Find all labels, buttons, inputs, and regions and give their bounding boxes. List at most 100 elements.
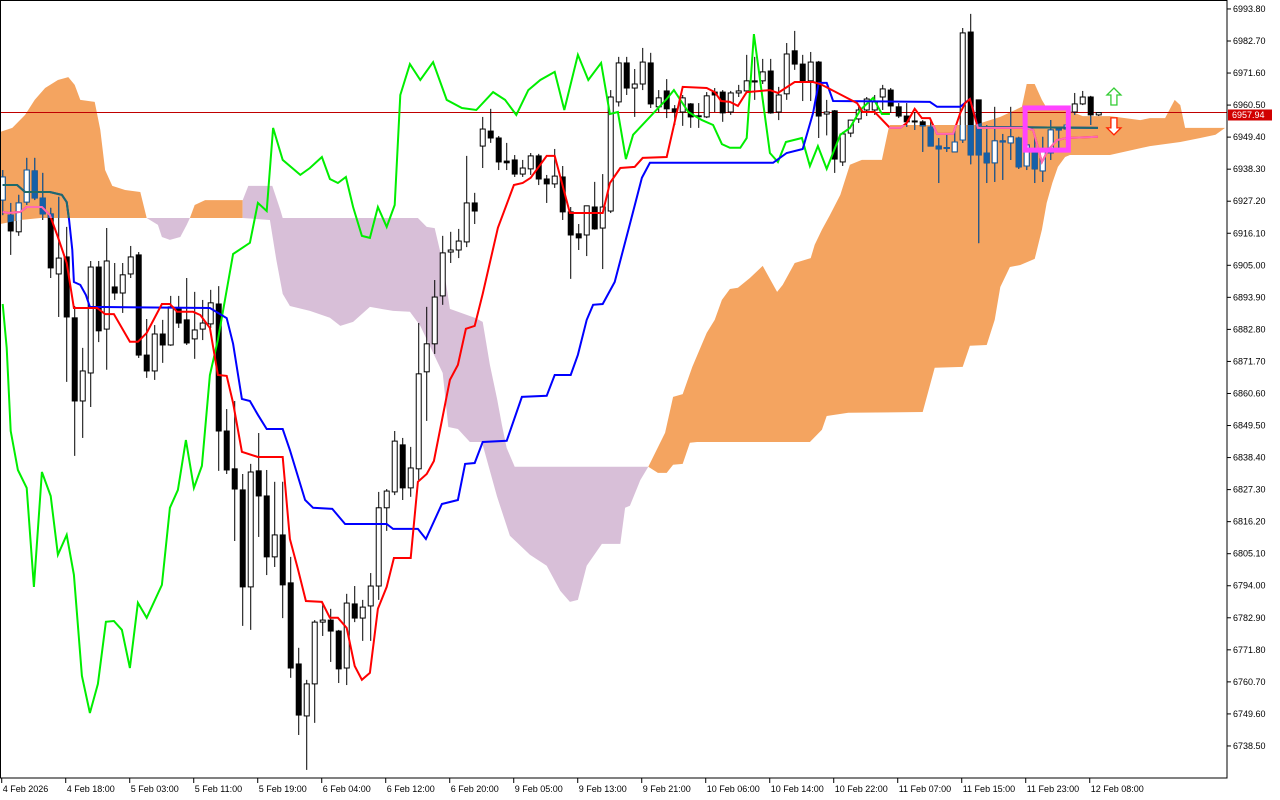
candle-body-bearish (71, 317, 78, 402)
candle-body-bearish (543, 178, 550, 185)
time-axis[interactable]: 4 Feb 2026 4 Feb 18:00 5 Feb 03:00 5 Feb 11… (1, 778, 1144, 794)
candle-body-bearish (111, 286, 118, 294)
price-tick-label: 6860.60 (1233, 388, 1266, 398)
candle-body-bullish (439, 252, 446, 297)
candle-body-bullish (319, 619, 326, 623)
candle (375, 491, 382, 600)
candle (791, 30, 798, 70)
candle (831, 109, 838, 173)
candle-body-bearish (399, 444, 406, 489)
price-tick-label: 6949.40 (1233, 132, 1266, 142)
candle (103, 228, 110, 370)
time-tick-label: 6 Feb 12:00 (387, 784, 435, 794)
candle-body-bullish (631, 83, 638, 89)
candle (575, 224, 582, 250)
price-axis[interactable]: 6993.80 6982.70 6971.60 6960.50 6949.40 6938.… (1227, 4, 1266, 751)
time-tick-label: 10 Feb 22:00 (835, 784, 888, 794)
kijun-sen-line (2, 81, 1098, 541)
candle-body-bearish (575, 233, 582, 239)
candle (279, 481, 286, 619)
price-tick-label: 6960.50 (1233, 100, 1266, 110)
candle-body-bearish (1031, 149, 1038, 170)
candlesticks (0, 13, 1102, 770)
candle-body-bearish (495, 137, 502, 163)
candle (295, 647, 302, 735)
candle-body-bullish (583, 205, 590, 236)
candle-body-bearish (751, 80, 758, 83)
candle (807, 51, 814, 102)
candle-body-bearish (719, 91, 726, 114)
candle-body-bullish (615, 62, 622, 103)
candle (423, 306, 430, 421)
price-tick-label: 6849.50 (1233, 421, 1266, 431)
price-tick-label: 6971.60 (1233, 68, 1266, 78)
price-tick-label: 6993.80 (1233, 4, 1266, 14)
kumo-bullish-region (189, 200, 243, 218)
candle-body-bullish (55, 257, 62, 275)
candle-body-bullish (423, 343, 430, 373)
price-tick-label: 6805.10 (1233, 549, 1266, 559)
chart-objects[interactable] (1022, 87, 1123, 153)
plot-area[interactable] (0, 13, 1227, 770)
sell-arrow-down-icon[interactable] (1105, 117, 1123, 136)
candle (119, 262, 126, 313)
candle (311, 620, 318, 723)
candle-body-bullish (191, 329, 198, 340)
candle-body-bearish (135, 254, 142, 356)
price-tick-label: 6771.80 (1233, 645, 1266, 655)
candle-body-bullish (951, 141, 958, 153)
candle (695, 103, 702, 128)
candle-body-bullish (23, 169, 30, 203)
candle (1071, 92, 1078, 115)
candle-body-bearish (223, 430, 230, 471)
time-tick-label: 4 Feb 18:00 (67, 784, 115, 794)
candle-body-bullish (207, 302, 214, 325)
candle (111, 262, 118, 300)
candle (551, 148, 558, 188)
candle (255, 433, 262, 537)
candle-body-bullish (743, 80, 750, 92)
candle-body-bearish (63, 256, 70, 318)
time-tick-label: 6 Feb 20:00 (451, 784, 499, 794)
candle (87, 260, 94, 408)
candle-body-bullish (1007, 136, 1014, 144)
candle-body-bearish (999, 140, 1006, 143)
candle (407, 446, 414, 497)
candle-in-cloud (1015, 136, 1022, 169)
candle-body-bearish (503, 160, 510, 164)
candle-body-bearish (831, 110, 838, 160)
candle (719, 90, 726, 122)
candle-body-bearish (895, 106, 902, 117)
candle-in-cloud (991, 106, 998, 182)
candle-body-bullish (639, 61, 646, 85)
candle-body-bullish (119, 274, 126, 294)
candle (439, 235, 446, 305)
candle-in-cloud (23, 157, 30, 205)
candle-body-bearish (143, 354, 150, 372)
candle-body-bullish (367, 585, 374, 607)
candle-body-bullish (479, 128, 486, 147)
candle-body-bearish (511, 159, 518, 175)
candle-body-bullish (271, 534, 278, 558)
highlight-box[interactable] (1022, 105, 1071, 153)
candle (263, 469, 270, 576)
time-tick-label: 6 Feb 04:00 (323, 784, 371, 794)
candle (615, 56, 622, 107)
candle-body-bearish (1015, 137, 1022, 168)
candle (247, 463, 254, 630)
candle-body-bullish (87, 266, 94, 374)
candle (191, 291, 198, 359)
candle (887, 88, 894, 113)
time-tick-label: 12 Feb 08:00 (1091, 784, 1144, 794)
buy-arrow-up-icon[interactable] (1105, 87, 1123, 106)
candle-body-bearish (471, 202, 478, 212)
candle-in-cloud (935, 137, 942, 184)
candle-body-bearish (231, 468, 238, 490)
candle-body-bullish (911, 120, 918, 123)
candle (607, 90, 614, 214)
candle (815, 60, 822, 138)
candle-body-bullish (1055, 128, 1062, 131)
price-tick-label: 6982.70 (1233, 36, 1266, 46)
candle-body-bearish (279, 534, 286, 586)
